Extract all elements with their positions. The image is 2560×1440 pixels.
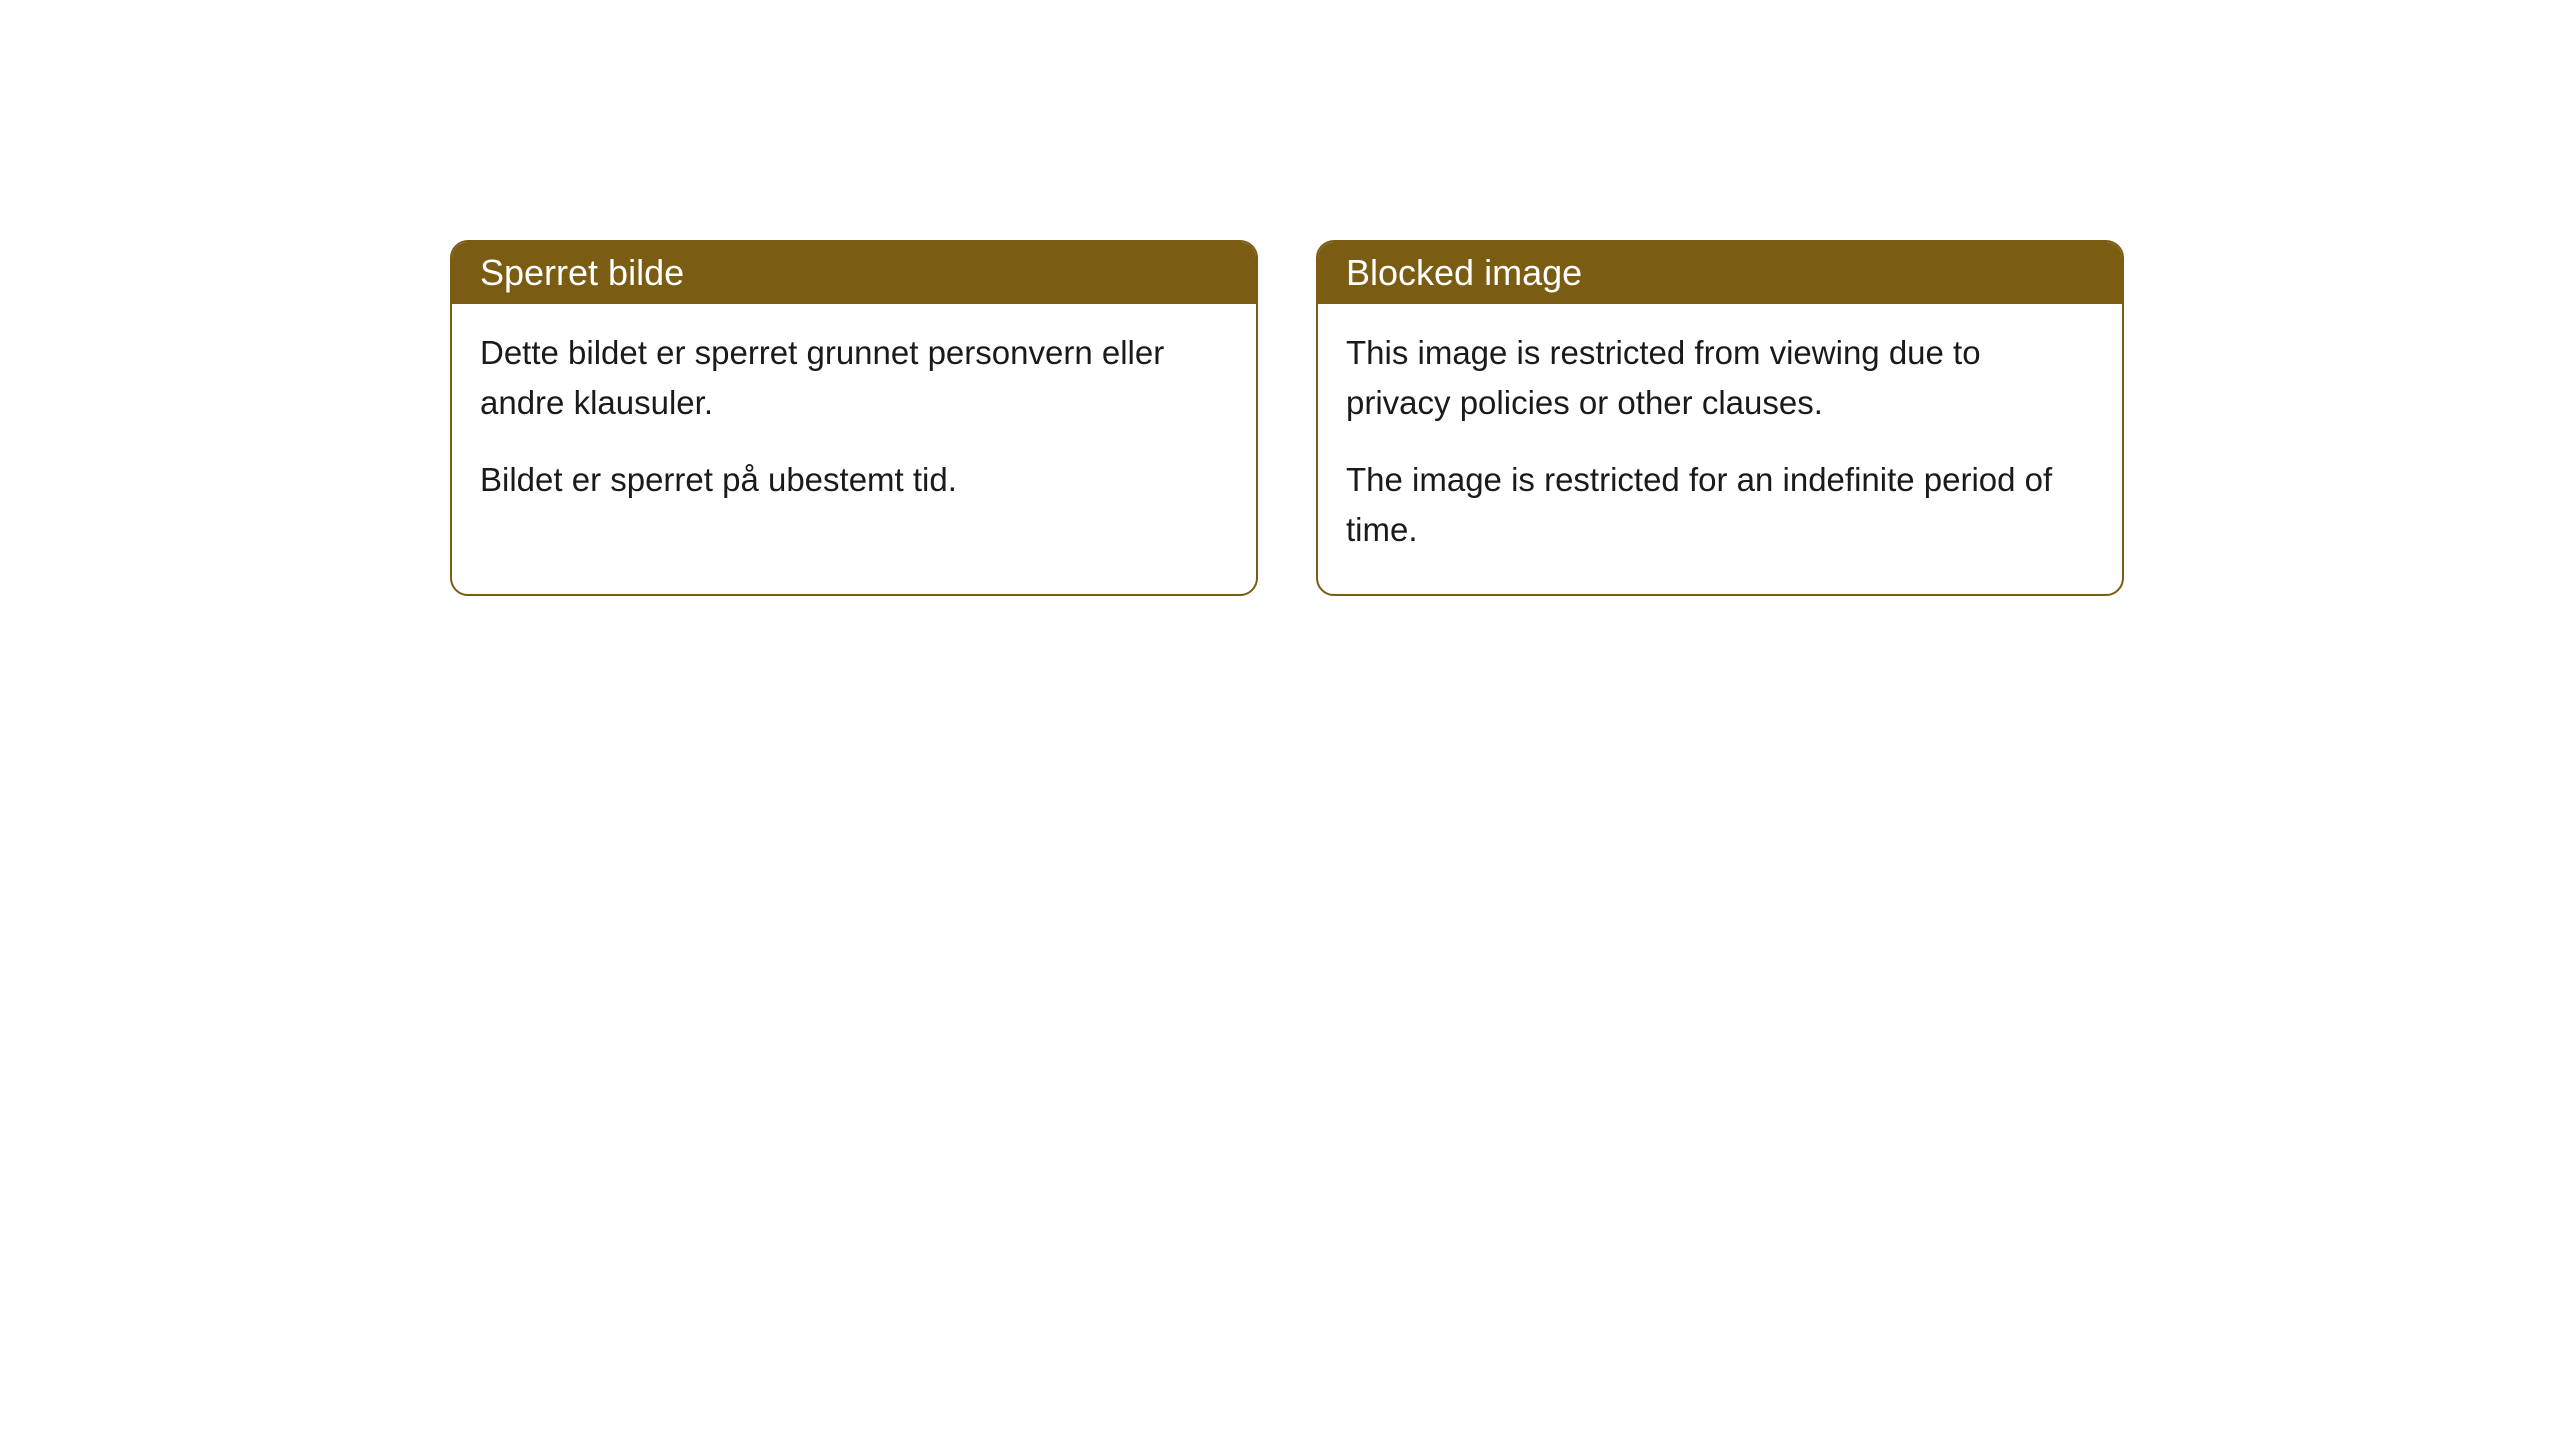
notice-paragraph-1-norwegian: Dette bildet er sperret grunnet personve…: [480, 328, 1228, 427]
notice-header-english: Blocked image: [1318, 242, 2122, 304]
notice-card-english: Blocked image This image is restricted f…: [1316, 240, 2124, 596]
notice-body-norwegian: Dette bildet er sperret grunnet personve…: [452, 304, 1256, 545]
notice-container: Sperret bilde Dette bildet er sperret gr…: [0, 0, 2560, 596]
notice-card-norwegian: Sperret bilde Dette bildet er sperret gr…: [450, 240, 1258, 596]
notice-paragraph-2-english: The image is restricted for an indefinit…: [1346, 455, 2094, 554]
notice-title-english: Blocked image: [1346, 252, 1582, 293]
notice-title-norwegian: Sperret bilde: [480, 252, 684, 293]
notice-body-english: This image is restricted from viewing du…: [1318, 304, 2122, 594]
notice-header-norwegian: Sperret bilde: [452, 242, 1256, 304]
notice-paragraph-1-english: This image is restricted from viewing du…: [1346, 328, 2094, 427]
notice-paragraph-2-norwegian: Bildet er sperret på ubestemt tid.: [480, 455, 1228, 505]
